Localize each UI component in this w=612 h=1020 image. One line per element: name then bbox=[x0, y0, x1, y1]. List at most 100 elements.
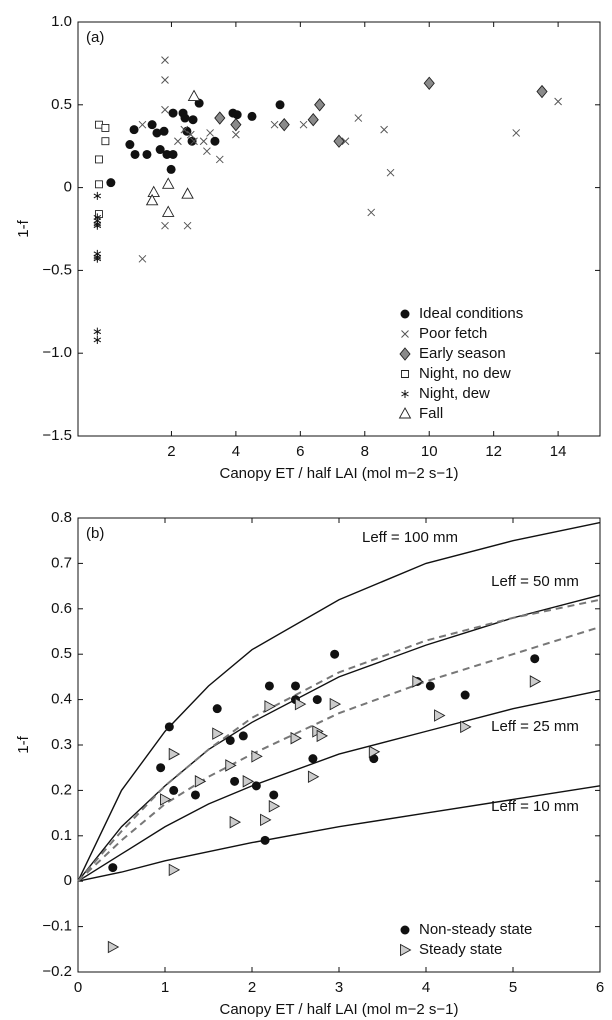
point bbox=[159, 126, 169, 136]
point bbox=[166, 164, 176, 174]
point bbox=[230, 776, 240, 786]
y-axis-label: 1-f bbox=[15, 219, 32, 237]
point bbox=[168, 747, 181, 761]
point bbox=[367, 208, 376, 217]
point bbox=[194, 775, 207, 788]
legend-label: Ideal conditions bbox=[419, 305, 523, 322]
point bbox=[247, 111, 257, 121]
point bbox=[460, 690, 470, 700]
point bbox=[290, 731, 302, 745]
point bbox=[93, 191, 102, 200]
point bbox=[299, 120, 308, 129]
x-tick-label: 14 bbox=[550, 443, 567, 460]
y-tick-label: 0 bbox=[64, 872, 72, 889]
y-tick-label: 0.5 bbox=[51, 96, 72, 113]
point bbox=[291, 681, 300, 691]
y-tick-label: 0.2 bbox=[51, 781, 72, 798]
x-tick-label: 0 bbox=[74, 979, 82, 996]
curve-label: Leff = 50 mm bbox=[491, 573, 579, 590]
point bbox=[180, 113, 190, 123]
point bbox=[168, 108, 178, 118]
x-tick-label: 5 bbox=[509, 979, 517, 996]
point bbox=[106, 178, 116, 188]
point bbox=[341, 137, 350, 146]
point bbox=[101, 124, 110, 132]
point bbox=[168, 863, 181, 877]
y-tick-label: −0.5 bbox=[42, 261, 72, 278]
point bbox=[251, 750, 263, 763]
x-tick-label: 4 bbox=[422, 979, 430, 996]
y-axis-label: 1-f bbox=[15, 735, 32, 753]
point bbox=[190, 137, 198, 146]
legend-label: Steady state bbox=[419, 941, 502, 958]
curve-label: Leff = 25 mm bbox=[491, 718, 579, 735]
legend-marker bbox=[401, 390, 409, 398]
point bbox=[174, 137, 182, 146]
point bbox=[181, 187, 194, 199]
x-tick-label: 6 bbox=[296, 443, 304, 460]
point bbox=[164, 722, 174, 732]
point bbox=[368, 745, 381, 759]
point bbox=[251, 781, 261, 791]
point bbox=[161, 205, 175, 217]
point bbox=[129, 125, 139, 135]
point bbox=[94, 155, 103, 164]
legend-label: Non-steady state bbox=[419, 921, 532, 938]
point bbox=[275, 100, 285, 110]
point bbox=[225, 735, 235, 745]
point bbox=[354, 114, 363, 122]
point bbox=[93, 221, 102, 230]
point bbox=[152, 128, 162, 138]
point bbox=[93, 254, 102, 263]
point bbox=[260, 835, 270, 845]
point bbox=[270, 120, 279, 129]
x-axis-label: Canopy ET / half LAI (mol m−2 s−1) bbox=[220, 465, 459, 482]
point bbox=[225, 759, 237, 772]
point bbox=[554, 97, 562, 106]
y-tick-label: −0.2 bbox=[42, 963, 72, 980]
panel-label: (a) bbox=[86, 29, 104, 46]
point bbox=[307, 113, 319, 127]
point bbox=[138, 120, 147, 129]
curve-label: Leff = 100 mm bbox=[362, 529, 458, 546]
point bbox=[312, 695, 322, 705]
x-tick-label: 6 bbox=[596, 979, 604, 996]
x-axis-label: Canopy ET / half LAI (mol m−2 s−1) bbox=[220, 1001, 459, 1018]
point bbox=[187, 89, 201, 101]
point bbox=[386, 168, 395, 177]
point bbox=[264, 681, 274, 691]
point bbox=[307, 770, 320, 784]
y-tick-label: 0.7 bbox=[51, 554, 72, 571]
point bbox=[125, 140, 135, 150]
point bbox=[169, 785, 179, 795]
point bbox=[94, 120, 103, 129]
point bbox=[308, 754, 318, 764]
legend-label: Fall bbox=[419, 405, 443, 422]
x-tick-label: 10 bbox=[421, 443, 438, 460]
point bbox=[268, 800, 281, 813]
point bbox=[161, 221, 169, 230]
point bbox=[190, 790, 200, 800]
point bbox=[530, 654, 540, 664]
point bbox=[188, 115, 198, 125]
legend-marker bbox=[398, 407, 412, 419]
point bbox=[238, 731, 248, 741]
point bbox=[160, 793, 172, 806]
point bbox=[269, 790, 279, 800]
point bbox=[145, 193, 159, 206]
point bbox=[187, 136, 197, 146]
legend-marker bbox=[400, 309, 410, 319]
point bbox=[264, 700, 276, 713]
point bbox=[94, 180, 103, 189]
point bbox=[260, 813, 272, 827]
point bbox=[278, 117, 290, 132]
y-tick-label: 0.5 bbox=[51, 645, 72, 662]
point bbox=[314, 98, 326, 112]
point bbox=[203, 147, 211, 156]
legend-marker bbox=[401, 370, 409, 378]
point bbox=[330, 649, 340, 659]
point bbox=[529, 675, 542, 688]
point bbox=[333, 134, 345, 148]
curve-label: Leff = 10 mm bbox=[491, 798, 579, 815]
